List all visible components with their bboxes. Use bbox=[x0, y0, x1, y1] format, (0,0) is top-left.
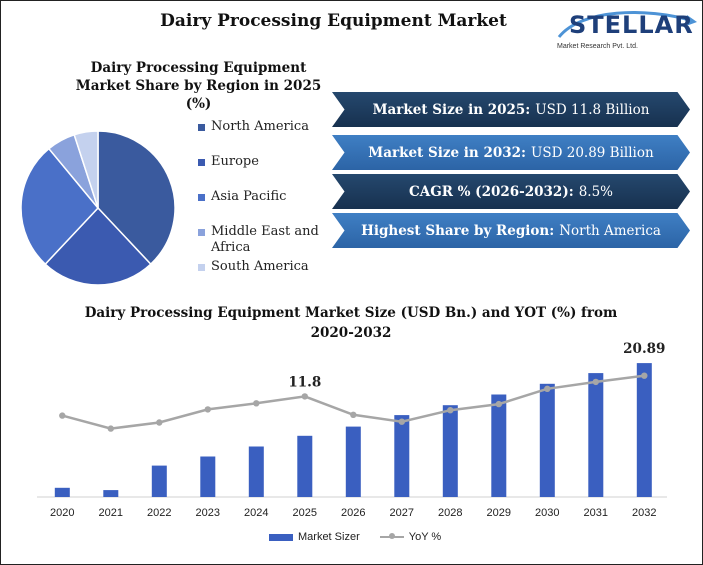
legend-swatch bbox=[198, 264, 205, 271]
x-tick-label: 2030 bbox=[535, 507, 559, 519]
bar-2027 bbox=[394, 415, 410, 497]
yoy-point-2027 bbox=[398, 418, 405, 425]
banner-cagr: CAGR % (2026-2032): 8.5% bbox=[332, 174, 690, 209]
bar-2031 bbox=[588, 373, 604, 497]
legend-item-asia-pacific: Asia Pacific bbox=[198, 189, 333, 205]
banner-label: CAGR % (2026-2032): bbox=[408, 183, 574, 200]
pie-chart bbox=[20, 130, 176, 286]
banner-label: Highest Share by Region: bbox=[361, 222, 555, 239]
x-tick-label: 2027 bbox=[390, 507, 414, 519]
yoy-point-2025 bbox=[301, 393, 308, 400]
banner-market-size-2032: Market Size in 2032: USD 20.89 Billion bbox=[332, 135, 690, 170]
yoy-point-2022 bbox=[156, 419, 163, 426]
legend-item-north-america: North America bbox=[198, 119, 333, 135]
pie-slice-europe bbox=[44, 206, 152, 286]
yoy-point-2020 bbox=[59, 412, 66, 419]
pie-title: Dairy Processing Equipment Market Share … bbox=[75, 60, 322, 112]
data-label-2032: 20.89 bbox=[623, 341, 665, 357]
bar-2022 bbox=[151, 465, 167, 497]
bar-2020 bbox=[54, 487, 70, 497]
yoy-point-2021 bbox=[107, 425, 115, 432]
x-tick-label: 2023 bbox=[196, 507, 220, 519]
banner-value: 8.5% bbox=[578, 183, 613, 200]
yoy-point-2032 bbox=[641, 372, 648, 379]
banner-label: Market Size in 2032: bbox=[368, 144, 526, 161]
x-tick-label: 2028 bbox=[438, 507, 462, 519]
bar-2029 bbox=[491, 394, 507, 497]
bar-2028 bbox=[442, 405, 458, 497]
bar-2030 bbox=[539, 383, 555, 497]
pie-slice-asia-pacific bbox=[20, 147, 99, 266]
yoy-point-2028 bbox=[447, 407, 454, 414]
pie-legend: North America Europe Asia Pacific Middle… bbox=[198, 119, 333, 294]
pie-slice-north-america bbox=[97, 130, 176, 266]
legend-label: North America bbox=[211, 119, 309, 134]
bar-2024 bbox=[248, 446, 264, 497]
bar-chart-title: Dairy Processing Equipment Market Size (… bbox=[84, 305, 618, 341]
legend-label-bar: Market Sizer bbox=[298, 531, 360, 543]
yoy-point-2031 bbox=[592, 378, 599, 386]
swoosh-icon bbox=[557, 11, 697, 38]
x-tick-label: 2021 bbox=[99, 507, 123, 519]
banner-value: North America bbox=[559, 222, 661, 239]
banner-market-size-2025: Market Size in 2025: USD 11.8 Billion bbox=[332, 92, 690, 127]
yoy-line bbox=[61, 374, 645, 430]
legend-swatch bbox=[198, 194, 205, 201]
bar-2032 bbox=[636, 363, 652, 497]
page-title: Dairy Processing Equipment Market bbox=[160, 11, 507, 31]
legend-label: Europe bbox=[211, 154, 259, 169]
legend-item-south-america: South America bbox=[198, 259, 333, 275]
legend-swatch-bar bbox=[269, 533, 293, 541]
logo-brand: STELLAR bbox=[569, 11, 694, 39]
x-tick-label: 2031 bbox=[584, 507, 608, 519]
pie-slice-south-america bbox=[73, 130, 99, 209]
data-label-2025: 11.8 bbox=[288, 374, 321, 390]
x-tick-label: 2024 bbox=[244, 507, 268, 519]
bar-chart-legend: Market Sizer YoY % bbox=[269, 531, 441, 543]
legend-item-middle-east-africa: Middle East and Africa bbox=[198, 224, 333, 256]
x-tick-label: 2029 bbox=[487, 507, 511, 519]
bar-2021 bbox=[103, 490, 119, 497]
yoy-point-2029 bbox=[495, 400, 502, 408]
bar-line-chart: 2020 2021 2022 2023 2024 2025 2026 2027 2028 2029… bbox=[37, 341, 667, 519]
x-tick-label: 2026 bbox=[341, 507, 365, 519]
legend-swatch bbox=[198, 229, 205, 236]
yoy-point-2023 bbox=[204, 406, 211, 413]
bar-2026 bbox=[345, 426, 361, 497]
legend-item-europe: Europe bbox=[198, 154, 333, 170]
bar-2023 bbox=[200, 456, 216, 497]
yoy-point-2030 bbox=[544, 385, 551, 392]
legend-swatch-line bbox=[379, 533, 404, 539]
yoy-point-2026 bbox=[350, 411, 357, 418]
banner-label: Market Size in 2025: bbox=[372, 101, 531, 118]
bar-2025 bbox=[297, 435, 313, 497]
legend-label: Asia Pacific bbox=[211, 189, 287, 204]
legend-label: Middle East and Africa bbox=[211, 224, 319, 255]
legend-label-line: YoY % bbox=[408, 531, 442, 543]
x-tick-label: 2020 bbox=[50, 507, 74, 519]
stellar-logo: STELLAR Market Research Pvt. Ltd. bbox=[551, 7, 701, 57]
x-tick-label: 2022 bbox=[147, 507, 171, 519]
logo-subtitle: Market Research Pvt. Ltd. bbox=[557, 43, 638, 50]
banner-highest-share: Highest Share by Region: North America bbox=[332, 213, 690, 248]
x-tick-label: 2032 bbox=[632, 507, 656, 519]
yoy-point-2024 bbox=[253, 400, 260, 407]
x-tick-label: 2025 bbox=[293, 507, 317, 519]
banner-value: USD 11.8 Billion bbox=[535, 101, 650, 118]
banner-value: USD 20.89 Billion bbox=[531, 144, 654, 161]
legend-swatch bbox=[198, 159, 205, 166]
legend-label: South America bbox=[211, 259, 309, 274]
legend-swatch bbox=[198, 124, 205, 131]
